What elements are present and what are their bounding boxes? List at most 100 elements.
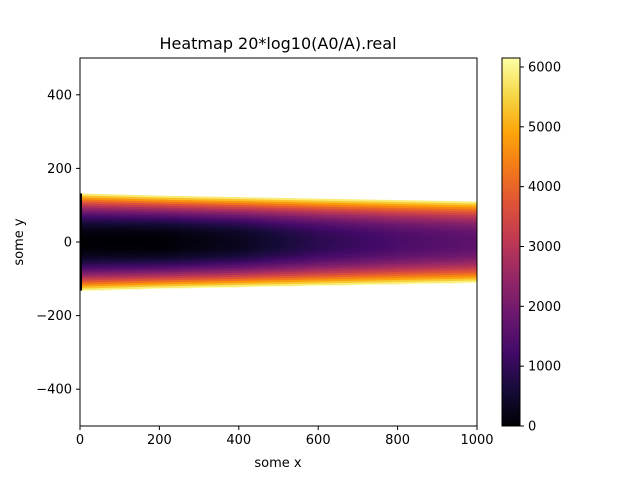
heatmap-cell bbox=[236, 271, 240, 274]
heatmap-cell bbox=[432, 266, 436, 270]
heatmap-cell bbox=[96, 287, 100, 291]
heatmap-cell bbox=[256, 199, 260, 202]
heatmap-cell bbox=[184, 214, 188, 217]
heatmap-cell bbox=[396, 210, 400, 213]
heatmap-cell bbox=[208, 258, 212, 261]
heatmap-cell bbox=[472, 217, 476, 220]
heatmap-cell bbox=[424, 242, 428, 245]
heatmap-cell bbox=[364, 273, 368, 276]
heatmap-cell bbox=[204, 286, 208, 288]
heatmap-cell bbox=[92, 249, 96, 253]
heatmap-cell bbox=[176, 243, 180, 247]
heatmap-cell bbox=[176, 247, 180, 251]
heatmap-cell bbox=[144, 207, 148, 210]
colorbar-segment bbox=[502, 222, 520, 225]
heatmap-cell bbox=[92, 267, 96, 271]
heatmap-cell bbox=[364, 243, 368, 246]
heatmap-cell bbox=[468, 237, 472, 240]
heatmap-cell bbox=[260, 245, 264, 248]
heatmap-cell bbox=[108, 284, 112, 287]
heatmap-cell bbox=[256, 227, 260, 230]
heatmap-cell bbox=[388, 205, 392, 209]
heatmap-cell bbox=[168, 215, 172, 219]
heatmap-cell bbox=[164, 229, 168, 233]
heatmap-cell bbox=[160, 227, 164, 231]
heatmap-cell bbox=[268, 217, 272, 221]
heatmap-cell bbox=[312, 260, 316, 263]
heatmap-cell bbox=[344, 231, 348, 234]
heatmap-cell bbox=[252, 285, 256, 288]
heatmap-cell bbox=[132, 210, 136, 214]
heatmap-cell bbox=[156, 257, 160, 260]
heatmap-cell bbox=[300, 246, 304, 249]
heatmap-cell bbox=[384, 251, 388, 255]
heatmap-cell bbox=[100, 264, 104, 267]
heatmap-cell bbox=[264, 275, 268, 279]
heatmap-cell bbox=[192, 272, 196, 275]
heatmap-cell bbox=[452, 261, 456, 264]
heatmap-cell bbox=[312, 236, 316, 239]
heatmap-cell bbox=[324, 278, 328, 282]
heatmap-cell bbox=[104, 282, 108, 285]
heatmap-cell bbox=[284, 249, 288, 253]
heatmap-cell bbox=[100, 266, 104, 269]
heatmap-cell bbox=[112, 240, 116, 243]
heatmap-cell bbox=[276, 217, 280, 221]
heatmap-cell bbox=[344, 265, 348, 268]
heatmap-cell bbox=[232, 247, 236, 250]
heatmap-cell bbox=[204, 250, 208, 253]
heatmap-cell bbox=[176, 207, 180, 211]
heatmap-cell bbox=[352, 281, 356, 284]
heatmap-cell bbox=[276, 255, 280, 259]
heatmap-cell bbox=[296, 284, 300, 287]
heatmap-cell bbox=[152, 263, 156, 266]
heatmap-cell bbox=[360, 211, 364, 214]
heatmap-cell bbox=[204, 264, 208, 267]
heatmap-cell bbox=[184, 198, 188, 201]
heatmap-cell bbox=[432, 230, 436, 234]
heatmap-cell bbox=[316, 224, 320, 227]
heatmap-cell bbox=[332, 262, 336, 266]
heatmap-cell bbox=[196, 226, 200, 229]
heatmap-cell bbox=[140, 283, 144, 286]
heatmap-cell bbox=[428, 242, 432, 246]
heatmap-cell bbox=[228, 232, 232, 236]
heatmap-cell bbox=[452, 201, 456, 204]
heatmap-cell bbox=[176, 279, 180, 283]
heatmap-cell bbox=[348, 281, 352, 284]
heatmap-cell bbox=[260, 261, 264, 264]
heatmap-cell bbox=[104, 196, 108, 199]
heatmap-cell bbox=[100, 196, 104, 199]
heatmap-cell bbox=[424, 232, 428, 235]
colorbar-segment bbox=[502, 352, 520, 355]
heatmap-cell bbox=[120, 198, 124, 201]
heatmap-cell bbox=[456, 217, 460, 220]
heatmap-cell bbox=[116, 258, 120, 261]
heatmap-cell bbox=[236, 197, 240, 200]
heatmap-cell bbox=[108, 282, 112, 285]
colorbar-segment bbox=[502, 348, 520, 351]
heatmap-cell bbox=[412, 264, 416, 267]
heatmap-cell bbox=[112, 220, 116, 223]
heatmap-cell bbox=[432, 256, 436, 260]
heatmap-cell bbox=[336, 270, 340, 274]
heatmap-cell bbox=[96, 283, 100, 287]
heatmap-cell bbox=[316, 206, 320, 209]
heatmap-cell bbox=[312, 272, 316, 275]
heatmap-cell bbox=[284, 269, 288, 273]
heatmap-cell bbox=[380, 213, 384, 217]
heatmap-cell bbox=[184, 206, 188, 209]
heatmap-cell bbox=[148, 267, 152, 270]
heatmap-cell bbox=[328, 240, 332, 244]
heatmap-cell bbox=[244, 275, 248, 278]
y-tick-label: 200 bbox=[47, 162, 72, 177]
heatmap-cell bbox=[136, 261, 140, 264]
heatmap-cell bbox=[276, 203, 280, 207]
colorbar-segment bbox=[502, 366, 520, 369]
heatmap-cell bbox=[252, 205, 256, 208]
heatmap-cell bbox=[256, 265, 260, 268]
heatmap-cell bbox=[244, 259, 248, 262]
heatmap-cell bbox=[168, 249, 172, 253]
heatmap-cell bbox=[88, 261, 92, 265]
heatmap-cell bbox=[400, 248, 404, 251]
